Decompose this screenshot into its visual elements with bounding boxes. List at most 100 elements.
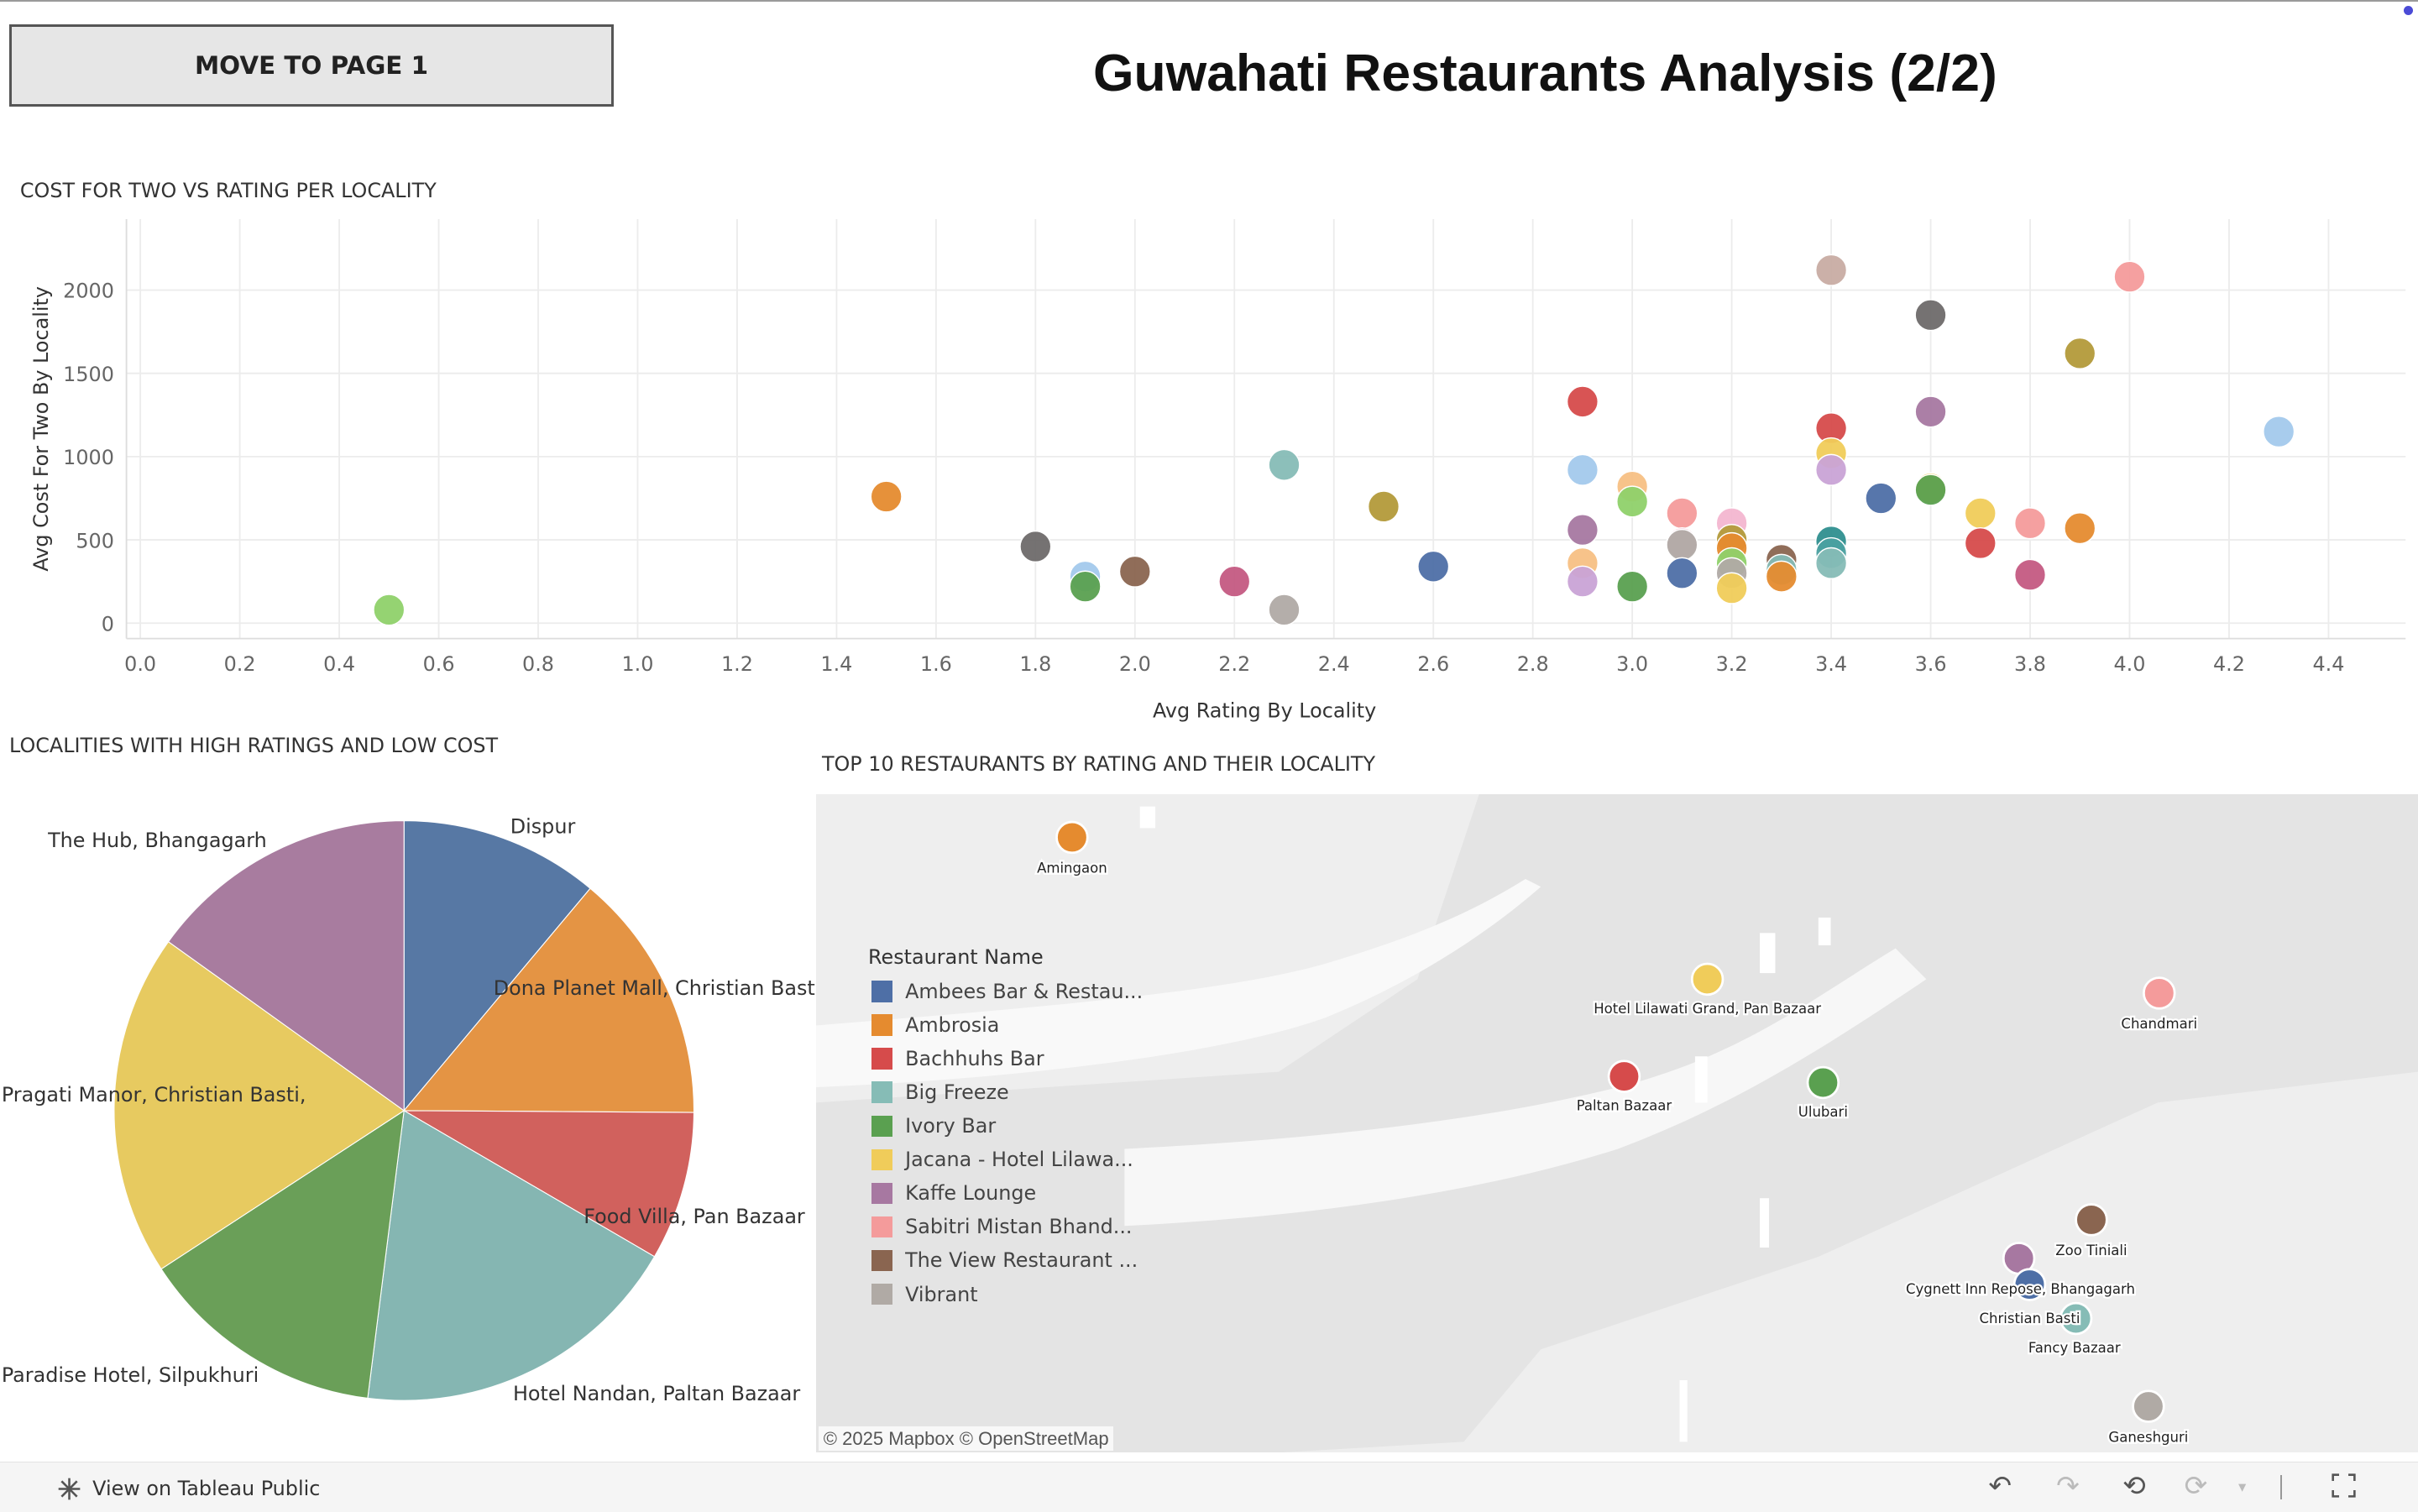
legend-item[interactable]: The View Restaurant ... [868, 1243, 1143, 1277]
x-tick-label: 3.0 [1616, 652, 1648, 676]
view-on-tableau-public-link[interactable]: View on Tableau Public [55, 1475, 320, 1503]
map-attribution[interactable]: © 2025 Mapbox © OpenStreetMap [819, 1426, 1114, 1452]
scatter-point[interactable] [2263, 415, 2295, 448]
legend-item[interactable]: Ambees Bar & Restau... [868, 975, 1143, 1008]
revert-icon[interactable]: ⟲ [2122, 1471, 2146, 1503]
pie-slice[interactable] [403, 887, 695, 1113]
x-tick-label: 0.8 [522, 652, 554, 676]
scatter-point[interactable] [373, 594, 406, 626]
scatter-point[interactable] [1814, 254, 1848, 286]
scatter-point[interactable] [1666, 557, 1698, 589]
map-marker[interactable] [2131, 1389, 2165, 1423]
redo-icon[interactable]: ↷ [2056, 1471, 2080, 1503]
scatter-point[interactable] [1566, 453, 1599, 486]
x-tick-label: 3.8 [2014, 652, 2046, 676]
fullscreen-icon[interactable] [2327, 1472, 2361, 1503]
x-axis-label: Avg Rating By Locality [1153, 698, 1376, 722]
legend-swatch [871, 1081, 893, 1104]
pie-slice-label: The Hub, Bhangagarh [47, 828, 267, 851]
map-marker[interactable] [2012, 1268, 2046, 1301]
pie-slice[interactable] [167, 819, 405, 1112]
map-marker[interactable] [2142, 976, 2176, 1010]
scatter-point[interactable] [1765, 560, 1798, 593]
legend-item[interactable]: Kaffe Lounge [868, 1176, 1143, 1210]
map-marker[interactable] [1607, 1059, 1641, 1093]
refresh-icon[interactable]: ⟳ [2184, 1471, 2208, 1503]
scatter-point[interactable] [1019, 530, 1052, 562]
legend-item[interactable]: Ivory Bar [868, 1109, 1143, 1143]
map-marker[interactable] [2074, 1203, 2108, 1237]
pie-slice-label: Dona Planet Mall, Christian Basti [494, 976, 816, 1000]
scatter-point[interactable] [2113, 260, 2146, 293]
scatter-point[interactable] [2064, 337, 2096, 369]
scatter-point[interactable] [1566, 565, 1599, 598]
scatter-point[interactable] [1964, 496, 1997, 530]
x-tick-label: 0.6 [423, 652, 455, 676]
scatter-point[interactable] [1268, 594, 1301, 626]
scatter-point[interactable] [1069, 570, 1102, 603]
scatter-point[interactable] [1666, 496, 1698, 530]
undo-icon[interactable]: ↶ [1988, 1471, 2012, 1503]
scatter-point[interactable] [2013, 558, 2047, 591]
pie-slice[interactable] [403, 819, 591, 1112]
map-place-label: Fancy Bazaar [2028, 1340, 2120, 1356]
scatter-point[interactable] [1367, 490, 1400, 523]
scatter-point[interactable] [1964, 526, 1997, 559]
legend-label: Sabitri Mistan Bhand... [905, 1215, 1133, 1239]
status-dot [2404, 6, 2414, 16]
map-view[interactable]: Amingaon Hotel Lilawati Grand, Pan Bazaar… [815, 793, 2418, 1453]
y-tick-label: 0 [102, 612, 114, 636]
pie-slice[interactable] [402, 1109, 695, 1258]
move-to-page-1-button[interactable]: MOVE TO PAGE 1 [9, 24, 614, 107]
map-marker[interactable] [2059, 1301, 2092, 1336]
legend-item[interactable]: Vibrant [868, 1278, 1143, 1311]
legend-item[interactable]: Jacana - Hotel Lilawa... [868, 1143, 1143, 1176]
x-tick-label: 2.8 [1517, 652, 1549, 676]
scatter-point[interactable] [1814, 547, 1848, 579]
scatter-point[interactable] [1865, 482, 1897, 515]
scatter-point[interactable] [870, 480, 903, 513]
scatter-point[interactable] [1616, 570, 1649, 603]
legend-swatch [871, 1216, 893, 1238]
pie-slice-label: Dispur [510, 814, 576, 838]
scatter-point[interactable] [1616, 485, 1649, 518]
scatter-point[interactable] [1666, 528, 1698, 561]
legend-item[interactable]: Sabitri Mistan Bhand... [868, 1210, 1143, 1243]
map-place-label: Chandmari [2121, 1016, 2197, 1032]
legend-item[interactable]: Ambrosia [868, 1008, 1143, 1042]
pie-slice[interactable] [160, 1109, 405, 1399]
map-marker[interactable] [1055, 820, 1089, 855]
legend-label: Kaffe Lounge [905, 1181, 1037, 1206]
legend-swatch [871, 1148, 893, 1171]
scatter-point[interactable] [1218, 565, 1251, 598]
scatter-point[interactable] [1814, 453, 1848, 486]
scatter-point[interactable] [1268, 448, 1301, 481]
scatter-point[interactable] [1914, 298, 1947, 332]
x-tick-label: 4.2 [2213, 652, 2245, 676]
map-marker[interactable] [1690, 962, 1724, 997]
scatter-chart: 0.0 0.2 0.4 0.6 0.8 1.0 1.2 1.4 1.6 1.8 2.0 2.2 2.4 2… [29, 218, 2406, 722]
x-tick-label: 3.4 [1815, 652, 1847, 676]
scatter-point[interactable] [1715, 572, 1748, 604]
scatter-point[interactable] [1417, 550, 1450, 583]
map-canvas[interactable]: Amingaon Hotel Lilawati Grand, Pan Bazaar… [815, 793, 2418, 1453]
pie-slice-label: Hotel Nandan, Paltan Bazaar [513, 1382, 800, 1405]
scatter-point[interactable] [2013, 506, 2047, 540]
chevron-down-icon[interactable]: ▾ [2237, 1478, 2247, 1496]
scatter-point[interactable] [1914, 395, 1947, 428]
legend-label: Ivory Bar [905, 1114, 997, 1138]
scatter-point[interactable] [1566, 513, 1599, 547]
scatter-title: COST FOR TWO VS RATING PER LOCALITY [19, 179, 437, 203]
legend-item[interactable]: Bachhuhs Bar [868, 1042, 1143, 1075]
map-place-label: Amingaon [1037, 861, 1107, 876]
scatter-point[interactable] [1566, 385, 1599, 418]
scatter-point[interactable] [2064, 511, 2096, 545]
map-marker[interactable] [1806, 1065, 1840, 1100]
pie-slice[interactable] [113, 940, 406, 1269]
pie-slice[interactable] [367, 1109, 656, 1401]
legend-item[interactable]: Big Freeze [868, 1075, 1143, 1109]
scatter-point[interactable] [1914, 473, 1947, 506]
x-tick-label: 1.2 [721, 652, 753, 676]
scatter-point[interactable] [1118, 555, 1151, 588]
legend-label: Vibrant [905, 1282, 978, 1306]
